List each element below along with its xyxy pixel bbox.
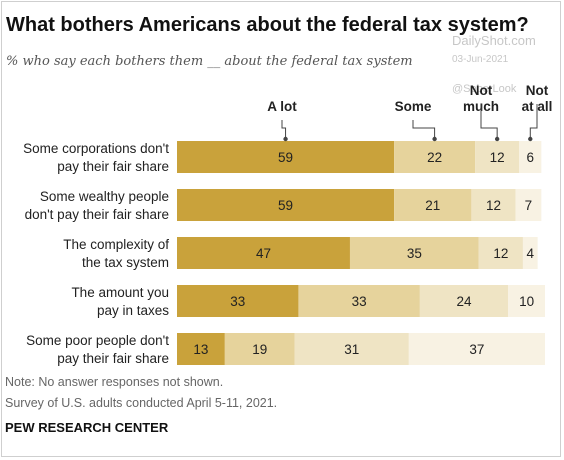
category-label: The amount you <box>71 285 169 300</box>
watermark-date: 03-Jun-2021 <box>452 54 509 65</box>
data-label: 12 <box>486 198 501 213</box>
bar-segment <box>349 237 479 269</box>
legend-leader-dot <box>528 136 533 142</box>
data-label: 13 <box>193 342 208 357</box>
bar-segment <box>224 333 295 365</box>
data-label: 7 <box>525 198 533 213</box>
legend-label: A lot <box>267 99 297 114</box>
legend-label: Not <box>470 83 493 98</box>
data-label: 31 <box>344 342 359 357</box>
data-label: 59 <box>278 198 293 213</box>
bar-segment <box>519 141 542 173</box>
legend-leader-dot <box>494 136 500 142</box>
bar-segment <box>419 285 509 317</box>
chart-title: What bothers Americans about the federal… <box>6 14 529 36</box>
bar-segment <box>177 333 225 365</box>
data-label: 35 <box>407 246 422 261</box>
watermark-site: DailyShot.com <box>452 33 536 48</box>
data-label: 12 <box>490 150 505 165</box>
category-label: pay their fair share <box>57 159 169 174</box>
bar-segment <box>471 189 516 221</box>
bar-segment <box>408 333 545 365</box>
bar-segment <box>508 285 545 317</box>
category-label: Some corporations don't <box>23 141 169 156</box>
legend-leader-dot <box>283 136 288 142</box>
bar-segment <box>177 285 299 317</box>
data-label: 47 <box>256 246 271 261</box>
bar-segment <box>298 285 420 317</box>
data-label: 19 <box>252 342 267 357</box>
category-label: Some wealthy people <box>40 189 169 204</box>
data-label: 59 <box>278 150 293 165</box>
watermark-handle: @SoberLook <box>452 83 517 95</box>
legend-leader-line <box>281 120 287 139</box>
legend-leader-dot <box>432 136 437 142</box>
data-label: 4 <box>527 246 535 261</box>
bar-segment <box>177 189 395 221</box>
chart-source: Survey of U.S. adults conducted April 5-… <box>5 396 278 410</box>
category-label: the tax system <box>82 255 169 270</box>
legend-leader-line <box>412 120 436 139</box>
category-label: pay their fair share <box>57 351 169 366</box>
data-label: 21 <box>425 198 440 213</box>
data-label: 33 <box>352 294 367 309</box>
data-label: 10 <box>519 294 534 309</box>
chart-note: Note: No answer responses not shown. <box>5 375 224 389</box>
data-label: 12 <box>493 246 508 261</box>
category-label: don't pay their fair share <box>25 207 169 222</box>
category-label: The complexity of <box>63 237 169 252</box>
bar-segment <box>177 141 395 173</box>
data-label: 33 <box>230 294 245 309</box>
bar-segment <box>294 333 409 365</box>
legend-label: Some <box>395 99 432 114</box>
legend-leader-line <box>529 104 538 139</box>
bar-segment <box>394 189 472 221</box>
category-label: Some poor people don't <box>26 333 169 348</box>
data-label: 6 <box>527 150 535 165</box>
pew-research-center-logo: PEW RESEARCH CENTER <box>5 420 169 435</box>
bar-segment <box>522 237 538 269</box>
bar-segment <box>478 237 523 269</box>
category-label: pay in taxes <box>97 303 169 318</box>
legend-leader-line <box>480 104 498 139</box>
bar-segment <box>475 141 520 173</box>
stacked-bar-chart: 59 22 12 6 Some corporations don't pay their … <box>23 83 552 366</box>
data-label: 22 <box>427 150 442 165</box>
bar-segment <box>177 237 350 269</box>
legend-label: Not <box>526 83 549 98</box>
chart-subtitle: % who say each bothers them __ about the… <box>6 54 413 69</box>
data-label: 37 <box>469 342 484 357</box>
bar-segment <box>394 141 476 173</box>
data-label: 24 <box>457 294 473 309</box>
bar-segment <box>515 189 542 221</box>
